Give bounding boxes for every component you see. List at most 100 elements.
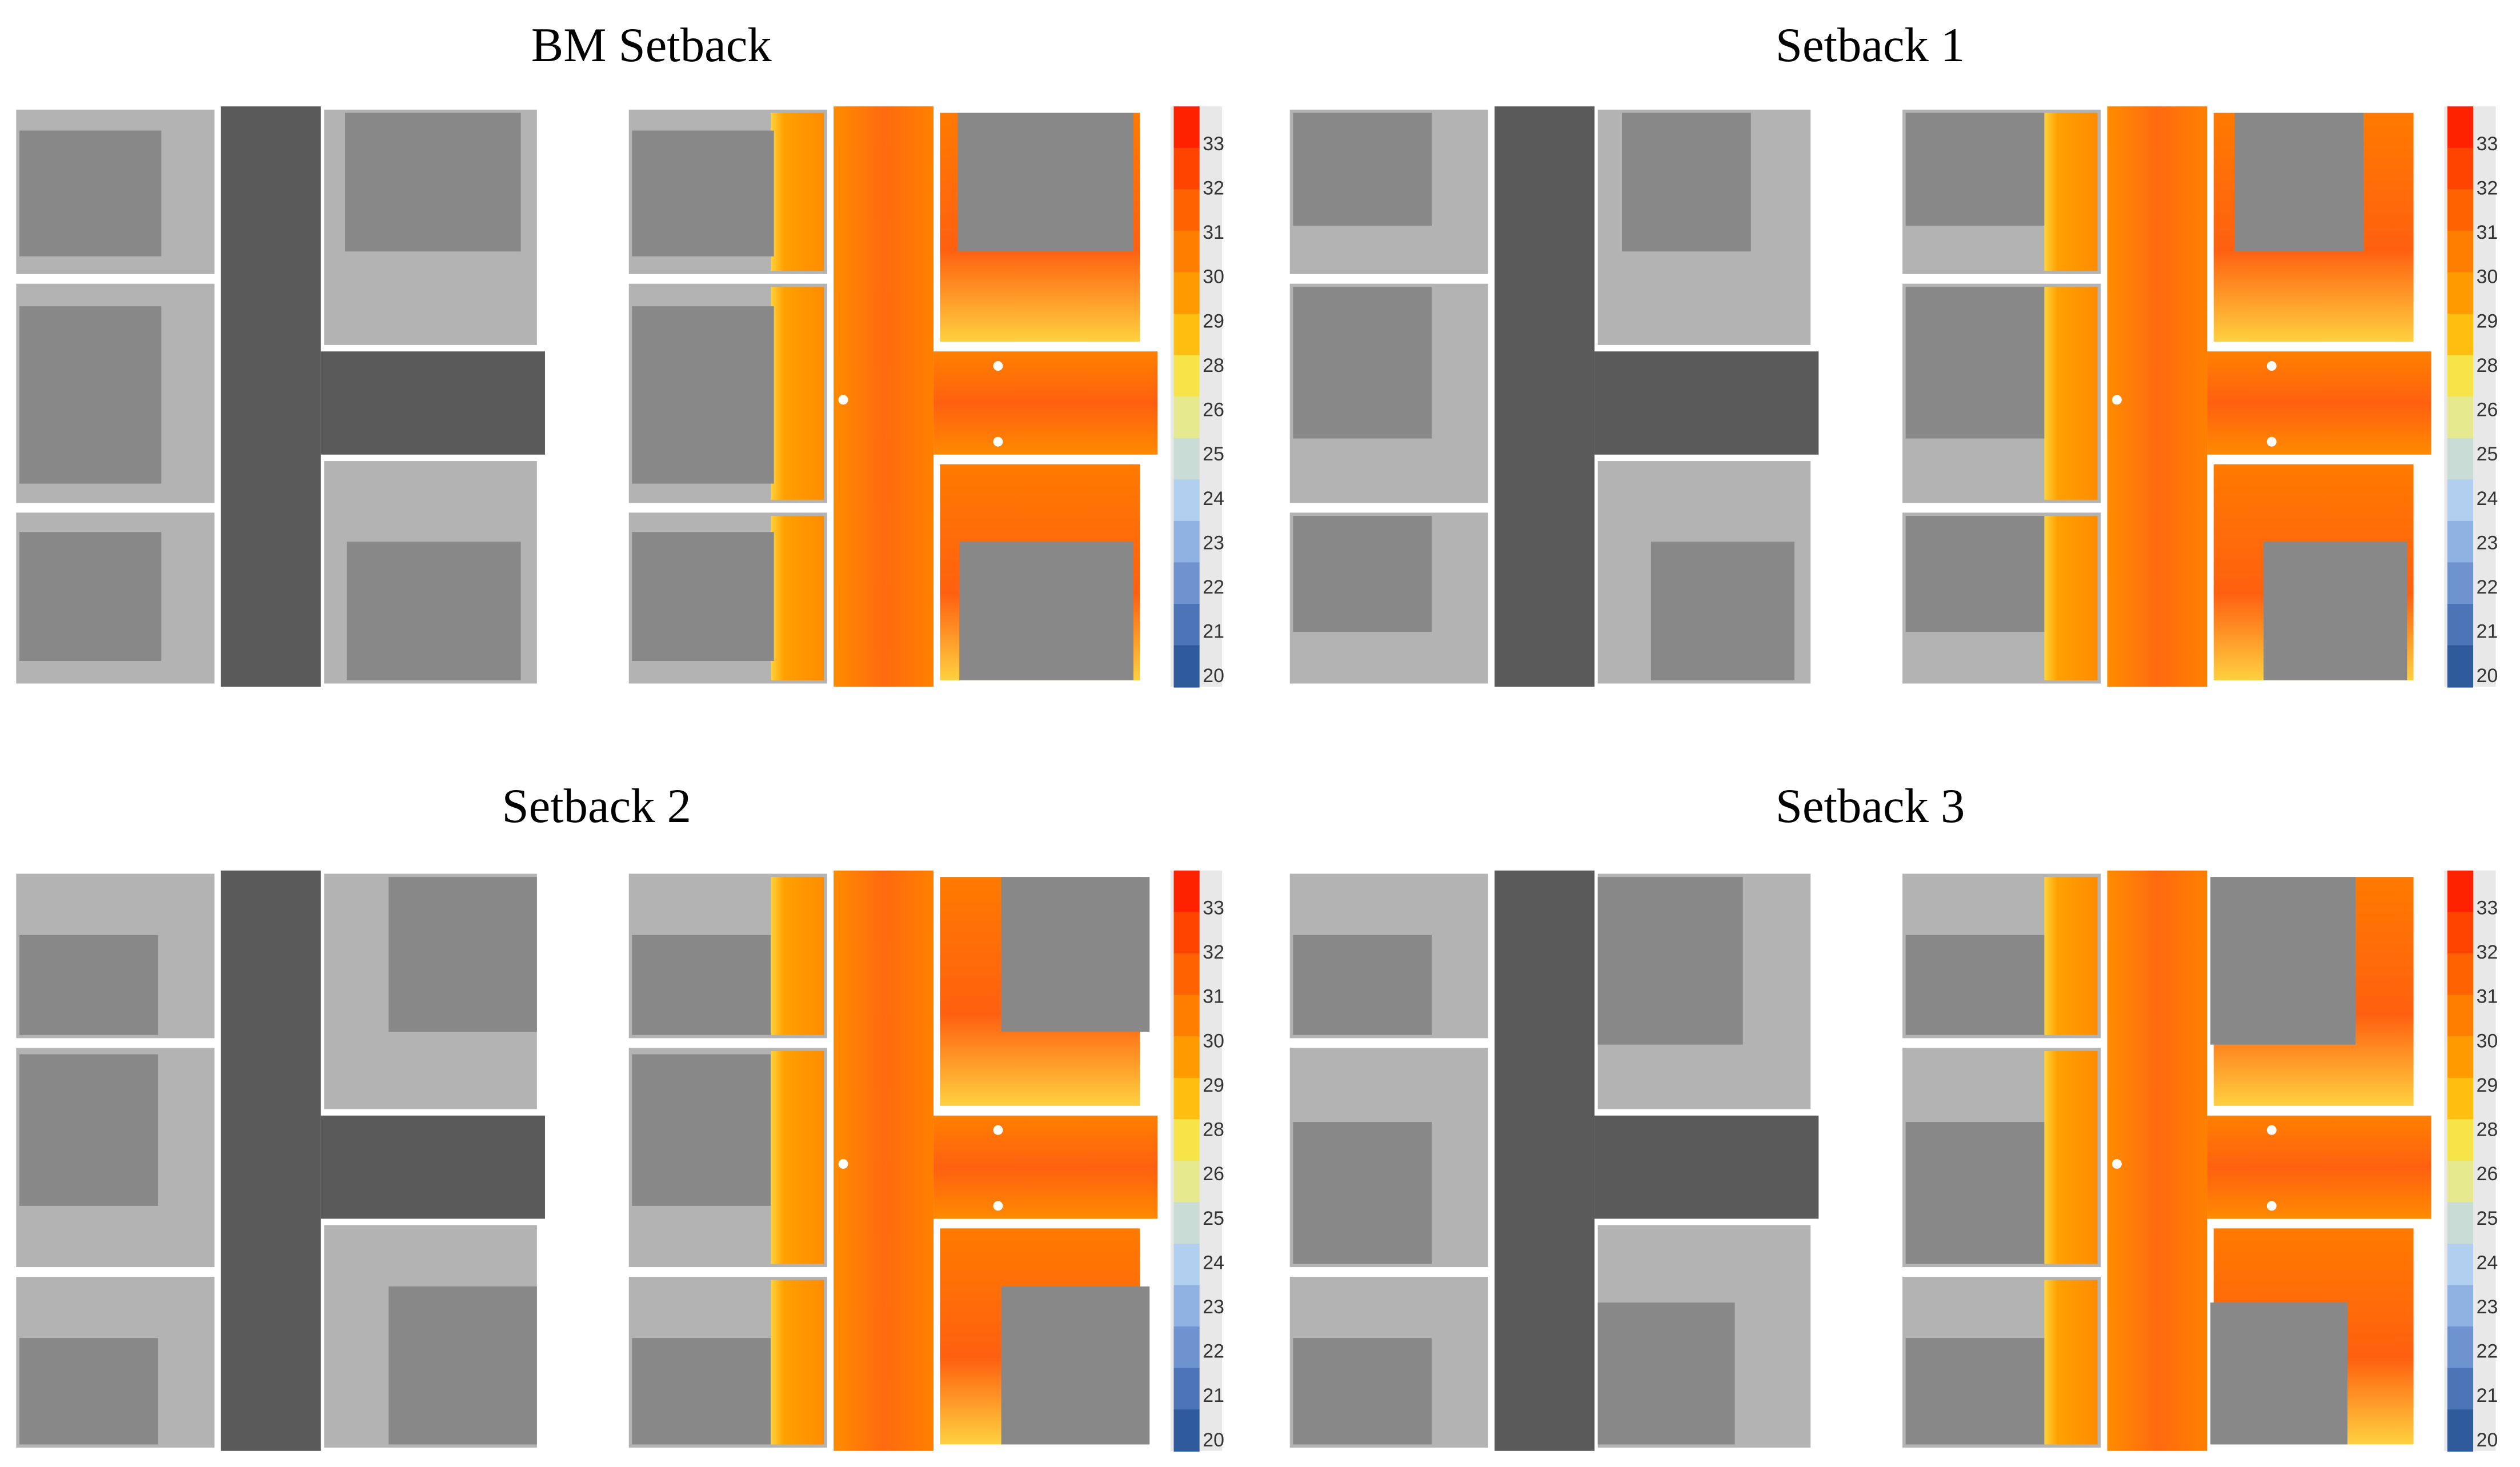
colorbar-segment: [1173, 272, 1200, 315]
colorbar-label: 30: [1203, 1030, 1224, 1052]
building: [346, 542, 521, 680]
heat-map: [626, 867, 1158, 1454]
building: [1293, 113, 1432, 226]
colorbar-segment: [1173, 1119, 1200, 1162]
building: [1905, 113, 2045, 226]
building: [632, 306, 774, 484]
road-heat: [934, 351, 1158, 455]
building: [388, 877, 537, 1032]
building: [1622, 113, 1751, 252]
road: [221, 106, 321, 687]
road-heat: [2207, 1115, 2431, 1219]
heat-map: [626, 103, 1158, 690]
heat-strip: [771, 287, 824, 500]
building: [632, 1338, 771, 1445]
colorbar-segment: [2447, 645, 2474, 688]
colorbar-segment: [1173, 314, 1200, 356]
colorbar-segment: [2447, 1409, 2474, 1452]
colorbar-segment: [1173, 1326, 1200, 1369]
colorbar-segment: [1173, 520, 1200, 563]
panel: 33 32 31 30 29 28 26 25 24 23 22 21 20: [13, 103, 1224, 690]
colorbar-segment: [1173, 604, 1200, 647]
colorbar-label: 29: [1203, 1075, 1224, 1096]
colorbar-segment: [1173, 355, 1200, 398]
probe-point: [993, 1201, 1003, 1211]
colorbar-segment: [1173, 912, 1200, 955]
colorbar-label: 33: [2477, 897, 2498, 919]
road: [1495, 870, 1595, 1451]
probe-point: [2112, 395, 2122, 405]
road: [320, 351, 545, 455]
colorbar-label: 25: [2477, 443, 2498, 465]
colorbar-segment: [2447, 1119, 2474, 1162]
colorbar-label: 33: [1203, 897, 1224, 919]
site-plan: [13, 867, 548, 1454]
probe-point: [2266, 436, 2277, 447]
colorbar-segment: [2447, 355, 2474, 398]
colorbar-segment: [2447, 953, 2474, 996]
building: [19, 935, 158, 1035]
colorbar-label: 21: [2477, 1385, 2498, 1406]
colorbar-label: 24: [2477, 488, 2498, 510]
building: [2263, 542, 2407, 680]
panel: 33 32 31 30 29 28 26 25 24 23 22 21 20: [1287, 867, 2498, 1454]
colorbar-label: 32: [1203, 941, 1224, 963]
heat-strip: [771, 516, 824, 680]
panel-title: Setback 1: [1776, 19, 1965, 72]
road-heat: [2207, 351, 2431, 455]
colorbar-label: 23: [2477, 532, 2498, 554]
heat-strip: [771, 877, 824, 1035]
colorbar-segment: [1173, 645, 1200, 688]
panel: 33 32 31 30 29 28 26 25 24 23 22 21 20: [1287, 103, 2498, 690]
building: [19, 1054, 158, 1206]
colorbar-label: 23: [2477, 1296, 2498, 1318]
colorbar-label: 21: [2477, 621, 2498, 643]
colorbar-segment: [1173, 230, 1200, 273]
colorbar-segment: [1173, 1160, 1200, 1203]
colorbar-label: 26: [2477, 1163, 2498, 1185]
building: [1597, 1302, 1735, 1445]
probe-point: [2112, 1159, 2122, 1169]
building: [1293, 1338, 1432, 1445]
building: [19, 130, 162, 256]
colorbar-segment: [2447, 106, 2474, 149]
colorbar: 33 32 31 30 29 28 26 25 24 23 22 21 20: [2444, 870, 2498, 1452]
probe-point: [2266, 1125, 2277, 1135]
heat-map: [1899, 103, 2431, 690]
colorbar: 33 32 31 30 29 28 26 25 24 23 22 21 20: [1170, 106, 1224, 688]
colorbar-label: 21: [1203, 621, 1224, 643]
colorbar-segment: [2447, 562, 2474, 605]
colorbar-segment: [2447, 1077, 2474, 1120]
colorbar-segment: [1173, 1285, 1200, 1328]
site-plan: [1287, 103, 1822, 690]
colorbar-label: 30: [2477, 1030, 2498, 1052]
colorbar-segment: [2447, 870, 2474, 913]
building: [959, 542, 1133, 680]
colorbar-label: 24: [2477, 1252, 2498, 1273]
colorbar-label: 33: [2477, 133, 2498, 155]
building: [632, 1054, 771, 1206]
road: [320, 1115, 545, 1219]
colorbar-label: 24: [1203, 488, 1224, 510]
colorbar-segment: [2447, 438, 2474, 480]
colorbar-segment: [1173, 147, 1200, 190]
road: [221, 870, 321, 1451]
colorbar-segment: [1173, 562, 1200, 605]
colorbar-label: 23: [1203, 532, 1224, 554]
building: [1293, 1122, 1432, 1264]
colorbar-segment: [1173, 438, 1200, 480]
colorbar-segment: [2447, 1036, 2474, 1079]
building: [19, 532, 162, 662]
colorbar-segment: [2447, 520, 2474, 563]
building: [1650, 542, 1794, 680]
building: [1905, 1122, 2045, 1264]
road-heat: [834, 870, 934, 1451]
heat-strip: [2044, 1280, 2098, 1445]
site-plan: [1287, 867, 1822, 1454]
building: [1905, 935, 2045, 1035]
colorbar-label: 20: [2477, 1429, 2498, 1451]
colorbar-label: 28: [2477, 355, 2498, 376]
building: [1597, 877, 1743, 1045]
colorbar-segment: [2447, 1243, 2474, 1286]
colorbar-segment: [1173, 396, 1200, 439]
